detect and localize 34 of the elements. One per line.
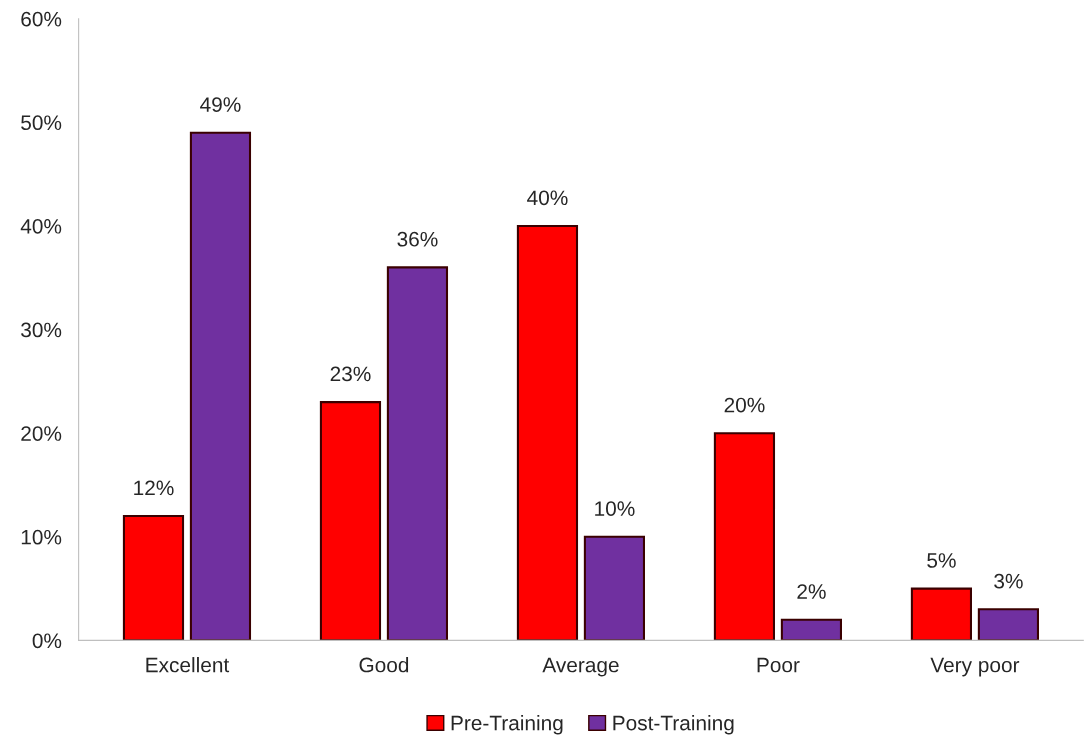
data-label: 2% bbox=[797, 584, 826, 599]
data-label: 36% bbox=[397, 231, 438, 247]
y-tick-label: 10% bbox=[21, 529, 62, 545]
bar bbox=[977, 608, 1039, 641]
legend-label: Post-Training bbox=[613, 715, 734, 735]
x-tick-label: Good bbox=[359, 657, 409, 673]
bar bbox=[910, 587, 973, 641]
data-label: 49% bbox=[200, 97, 241, 112]
bar bbox=[516, 224, 579, 641]
bar bbox=[189, 131, 252, 641]
x-tick-label: Very poor bbox=[930, 657, 1020, 677]
y-tick-label: 0% bbox=[32, 633, 62, 649]
y-tick-label: 30% bbox=[21, 322, 62, 338]
bar bbox=[780, 618, 843, 641]
x-tick-label: Excellent bbox=[146, 657, 230, 673]
legend-label: Pre-Training bbox=[451, 715, 563, 735]
x-tick-label: Poor bbox=[757, 657, 800, 673]
data-label: 10% bbox=[595, 501, 635, 516]
data-label: 40% bbox=[527, 190, 568, 206]
bar bbox=[713, 432, 776, 641]
bar bbox=[583, 535, 646, 641]
bar bbox=[122, 515, 185, 641]
x-tick-label: Average bbox=[542, 657, 619, 677]
data-label: 5% bbox=[927, 553, 956, 568]
data-label: 23% bbox=[330, 366, 371, 382]
data-label: 20% bbox=[724, 397, 765, 413]
bar bbox=[386, 266, 449, 641]
bar bbox=[319, 401, 382, 641]
y-tick-label: 20% bbox=[21, 426, 62, 441]
data-label: 12% bbox=[134, 480, 174, 496]
y-tick-label: 50% bbox=[21, 115, 62, 131]
data-label: 3% bbox=[994, 573, 1023, 589]
y-tick-label: 60% bbox=[21, 11, 62, 27]
y-tick-label: 40% bbox=[20, 218, 62, 234]
